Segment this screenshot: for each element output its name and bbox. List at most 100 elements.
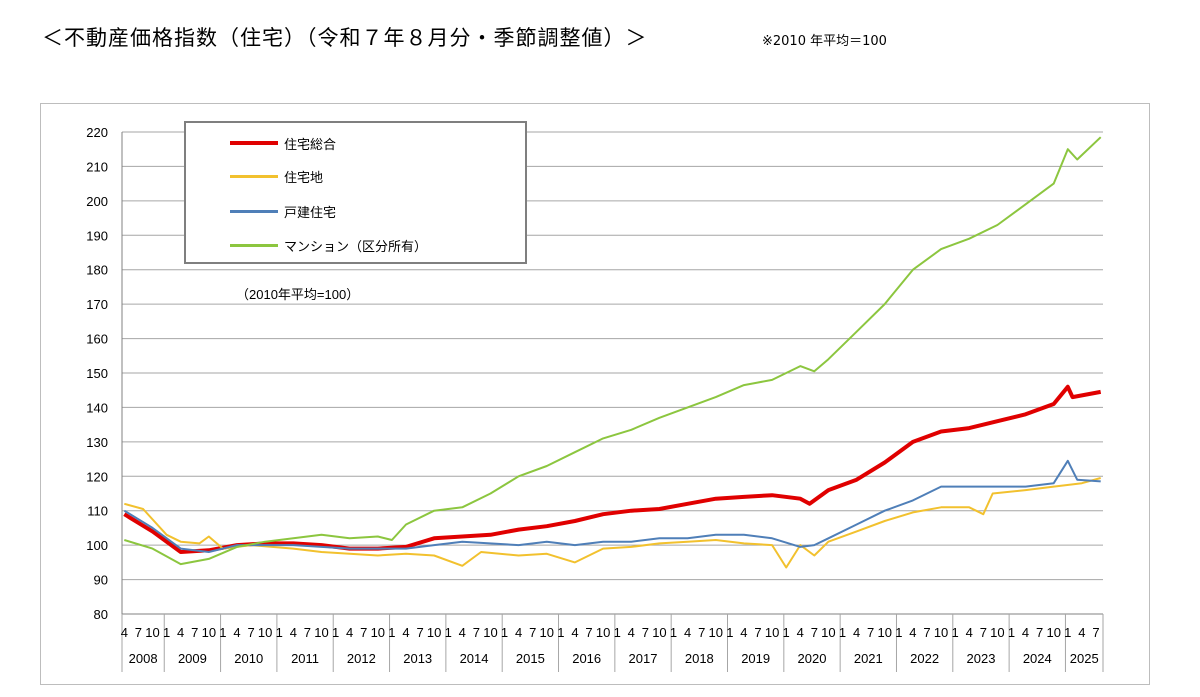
- y-tick-label: 120: [86, 469, 108, 484]
- y-tick-label: 100: [86, 538, 108, 553]
- x-month-label: 7: [754, 625, 761, 640]
- x-month-label: 4: [121, 625, 128, 640]
- y-tick-label: 150: [86, 366, 108, 381]
- x-year-label: 2016: [572, 651, 601, 666]
- x-year-label: 2011: [291, 651, 319, 666]
- x-month-label: 7: [304, 625, 311, 640]
- x-year-label: 2021: [854, 651, 883, 666]
- legend-label: 戸建住宅: [284, 205, 337, 221]
- x-year-label: 2020: [798, 651, 827, 666]
- x-month-label: 10: [483, 625, 497, 640]
- y-tick-label: 190: [86, 228, 108, 243]
- x-month-label: 1: [332, 625, 339, 640]
- x-month-label: 7: [867, 625, 874, 640]
- legend-swatch: [230, 141, 278, 145]
- x-month-label: 10: [258, 625, 272, 640]
- x-month-label: 7: [980, 625, 987, 640]
- x-month-label: 4: [1022, 625, 1029, 640]
- chart-frame: [40, 103, 1150, 685]
- x-month-label: 4: [1078, 625, 1085, 640]
- x-month-label: 7: [585, 625, 592, 640]
- legend-swatch: [230, 174, 278, 178]
- x-month-label: 4: [571, 625, 578, 640]
- x-year-label: 2025: [1070, 651, 1099, 666]
- x-month-label: 7: [923, 625, 930, 640]
- x-month-label: 4: [290, 625, 297, 640]
- x-month-label: 1: [163, 625, 170, 640]
- x-month-label: 7: [642, 625, 649, 640]
- x-month-label: 4: [853, 625, 860, 640]
- legend-label: 住宅総合: [284, 137, 337, 153]
- legend-swatch: [230, 243, 278, 247]
- x-year-label: 2013: [403, 651, 432, 666]
- legend-label: マンション（区分所有）: [284, 239, 428, 255]
- x-month-label: 4: [909, 625, 916, 640]
- x-year-label: 2012: [347, 651, 376, 666]
- y-tick-label: 200: [86, 194, 108, 209]
- x-month-label: 4: [966, 625, 973, 640]
- x-month-label: 10: [371, 625, 385, 640]
- x-month-label: 1: [839, 625, 846, 640]
- y-tick-label: 110: [87, 504, 108, 519]
- x-month-label: 7: [360, 625, 367, 640]
- x-month-label: 7: [473, 625, 480, 640]
- x-month-label: 7: [529, 625, 536, 640]
- series-line-1: [124, 477, 1101, 569]
- y-tick-label: 80: [94, 607, 108, 622]
- x-year-label: 2022: [910, 651, 939, 666]
- legend-item-condo: マンション（区分所有）: [230, 235, 427, 255]
- x-month-label: 7: [135, 625, 142, 640]
- x-month-label: 7: [416, 625, 423, 640]
- x-year-label: 2019: [741, 651, 770, 666]
- x-month-label: 1: [895, 625, 902, 640]
- x-month-label: 1: [445, 625, 452, 640]
- x-month-label: 10: [427, 625, 441, 640]
- x-month-label: 4: [740, 625, 747, 640]
- x-month-label: 7: [191, 625, 198, 640]
- chart-subtitle: （2010年平均=100）: [228, 284, 434, 303]
- x-month-label: 10: [596, 625, 610, 640]
- y-tick-label: 210: [86, 159, 108, 174]
- legend-item-detached: 戸建住宅: [230, 201, 336, 221]
- x-month-label: 4: [628, 625, 635, 640]
- x-month-label: 1: [276, 625, 283, 640]
- x-month-label: 10: [145, 625, 159, 640]
- x-month-label: 1: [726, 625, 733, 640]
- y-tick-label: 180: [86, 263, 108, 278]
- x-month-label: 10: [202, 625, 216, 640]
- x-month-label: 4: [402, 625, 409, 640]
- x-year-label: 2017: [629, 651, 658, 666]
- legend: 住宅総合 住宅地 戸建住宅 マンション（区分所有）: [184, 121, 527, 264]
- x-month-label: 4: [515, 625, 522, 640]
- x-month-label: 10: [878, 625, 892, 640]
- x-month-label: 10: [709, 625, 723, 640]
- series-line-0: [123, 384, 1102, 554]
- x-month-label: 1: [557, 625, 564, 640]
- x-month-label: 1: [1064, 625, 1071, 640]
- y-tick-label: 160: [86, 332, 108, 347]
- y-tick-label: 170: [86, 297, 108, 312]
- x-month-label: 10: [652, 625, 666, 640]
- x-month-label: 1: [952, 625, 959, 640]
- y-tick-label: 140: [86, 400, 108, 415]
- x-year-label: 2023: [967, 651, 996, 666]
- x-month-label: 7: [1036, 625, 1043, 640]
- x-month-label: 4: [797, 625, 804, 640]
- x-month-label: 7: [1092, 625, 1099, 640]
- page-title: ＜不動産価格指数（住宅）（令和７年８月分・季節調整値）＞: [42, 26, 648, 50]
- series-line-2: [123, 459, 1101, 553]
- x-year-label: 2018: [685, 651, 714, 666]
- x-year-label: 2008: [129, 651, 158, 666]
- x-year-label: 2014: [460, 651, 489, 666]
- legend-item-total: 住宅総合: [230, 133, 336, 153]
- x-month-label: 1: [1008, 625, 1015, 640]
- legend-label: 住宅地: [284, 170, 324, 186]
- legend-swatch: [230, 209, 278, 213]
- x-month-label: 4: [177, 625, 184, 640]
- x-month-label: 1: [670, 625, 677, 640]
- x-month-label: 4: [684, 625, 691, 640]
- x-month-label: 4: [233, 625, 240, 640]
- legend-item-land: 住宅地: [230, 166, 323, 186]
- x-year-label: 2024: [1023, 651, 1052, 666]
